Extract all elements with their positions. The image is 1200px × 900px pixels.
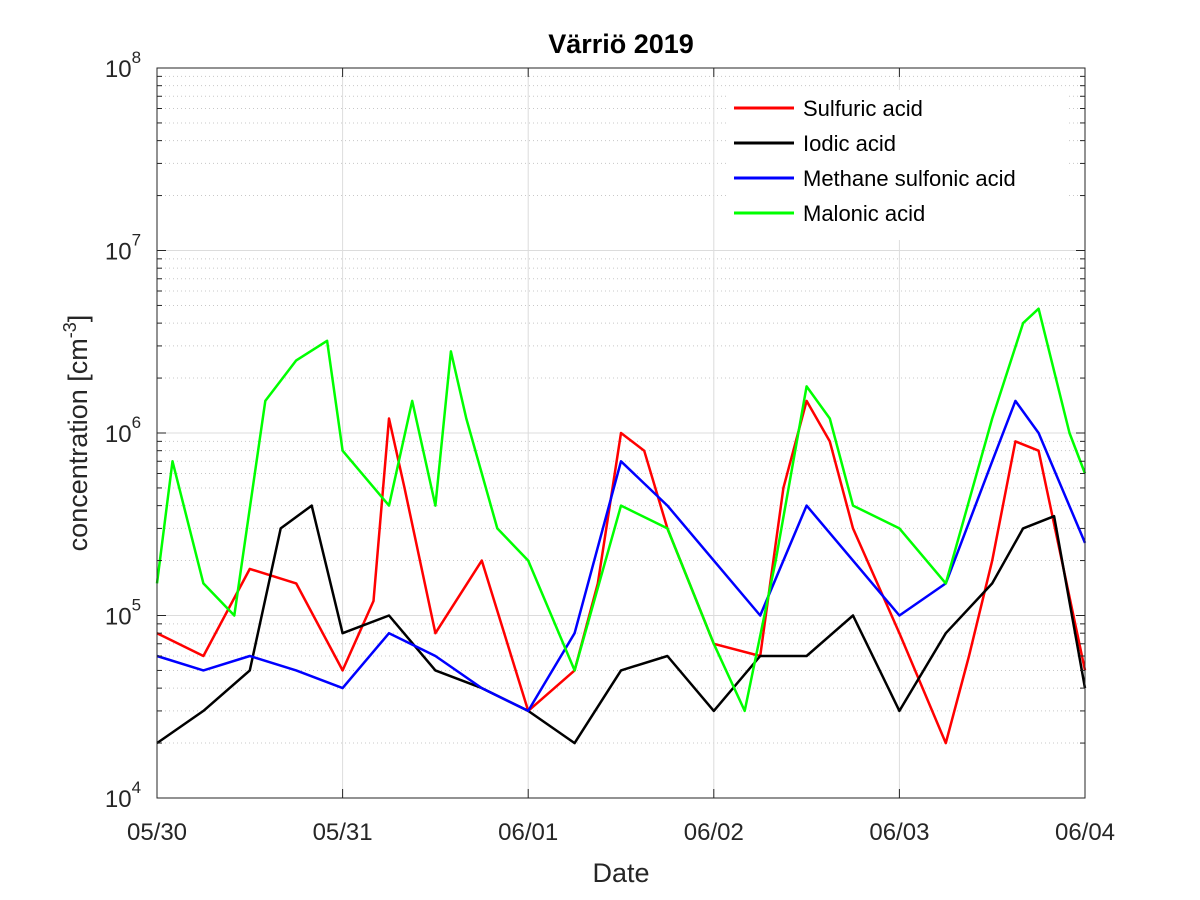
legend-label: Sulfuric acid bbox=[803, 96, 923, 121]
legend-box bbox=[727, 90, 1067, 240]
legend: Sulfuric acid Iodic acid Methane sulfonic … bbox=[727, 90, 1067, 240]
series-line-1 bbox=[156, 399, 1087, 745]
y-tick-label: 108 bbox=[105, 48, 141, 83]
series-lines bbox=[155, 307, 1087, 745]
x-tick-label: 06/01 bbox=[498, 819, 558, 846]
x-tick-label: 05/31 bbox=[313, 819, 373, 846]
x-axis-label: Date bbox=[592, 858, 649, 888]
y-tick-label: 107 bbox=[105, 231, 141, 266]
legend-label: Methane sulfonic acid bbox=[803, 166, 1016, 191]
x-tick-label: 06/04 bbox=[1055, 819, 1115, 846]
series-line-4 bbox=[155, 307, 1087, 713]
y-tick-label: 106 bbox=[105, 413, 141, 448]
x-tick-labels: 05/30 05/31 06/01 06/02 06/03 06/04 bbox=[127, 819, 1115, 846]
y-tick-labels: 104 105 106 107 108 bbox=[105, 48, 141, 813]
legend-label: Iodic acid bbox=[803, 131, 896, 156]
x-tick-label: 06/03 bbox=[869, 819, 929, 846]
tick-marks bbox=[156, 67, 1086, 799]
y-tick-label: 105 bbox=[105, 596, 141, 631]
x-tick-label: 06/02 bbox=[684, 819, 744, 846]
chart-title: Värriö 2019 bbox=[548, 29, 694, 59]
x-tick-label: 05/30 bbox=[127, 819, 187, 846]
y-axis-label: concentration [cm-3] bbox=[60, 315, 93, 552]
series-line-2 bbox=[156, 504, 1087, 745]
legend-label: Malonic acid bbox=[803, 201, 925, 226]
y-tick-label: 104 bbox=[105, 778, 141, 813]
series-line-3 bbox=[156, 399, 1087, 713]
